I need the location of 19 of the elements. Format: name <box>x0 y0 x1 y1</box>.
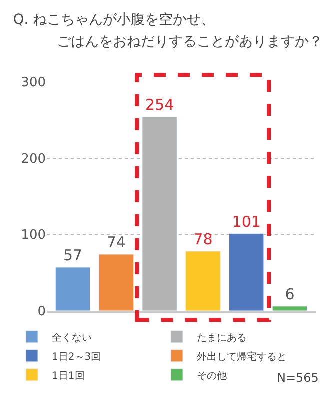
legend-label: 外出して帰宅すると <box>197 350 288 363</box>
data-label: 78 <box>194 230 213 248</box>
y-tick-label: 200 <box>21 152 46 167</box>
data-label: 254 <box>145 96 174 114</box>
y-tick-label: 100 <box>21 228 46 244</box>
chart-title: Q. ねこちゃんが小腹を空かせ、 <box>13 12 216 28</box>
text: N=565 <box>277 371 319 385</box>
data-label: 6 <box>285 285 295 304</box>
legend-label: 全くない <box>52 332 92 344</box>
legend-label: たまにある <box>197 332 248 344</box>
legend-label: 1日1回 <box>52 370 85 382</box>
legend-label: 1日2～3回 <box>52 352 102 363</box>
data-label: 101 <box>232 212 261 231</box>
data-label: 57 <box>63 246 83 264</box>
y-tick-label: 0 <box>38 304 46 320</box>
legend-label: その他 <box>197 370 228 382</box>
chart-subtitle: ごはんをおねだりすることがありますか？ <box>57 34 323 50</box>
data-label: 74 <box>106 234 126 252</box>
y-tick-label: 300 <box>21 76 46 91</box>
